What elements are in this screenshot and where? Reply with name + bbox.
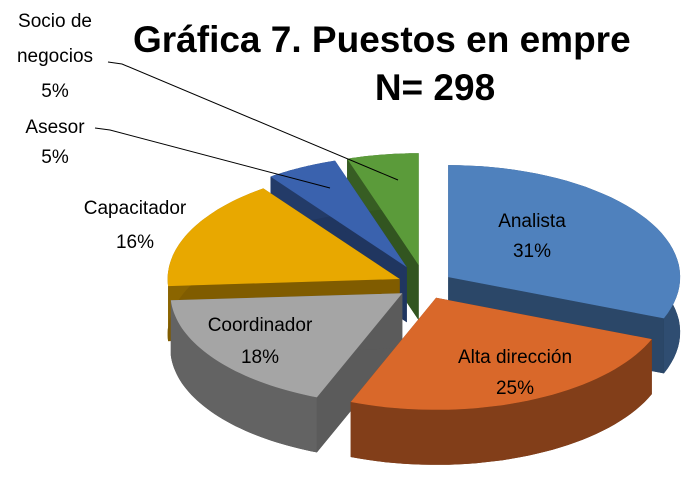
category-label: Alta dirección [458,347,572,368]
slice [167,188,400,287]
category-label: Socio de negocios [17,11,93,67]
slice [170,293,403,398]
value-label: 5% [41,81,69,102]
category-label: Asesor [25,117,85,138]
label-line: negocios [17,46,93,67]
value-label: 16% [116,232,154,253]
slice [347,153,419,266]
category-label: Analista [498,211,566,232]
value-label: 5% [41,147,69,168]
value-label: 31% [513,241,551,262]
leader-line [107,61,399,181]
slice [448,165,681,319]
value-label: 25% [496,378,534,399]
category-label: Capacitador [84,198,187,219]
chart-title: Gráfica 7. Puestos en empre [133,19,631,60]
chart-subtitle: N= 298 [375,67,495,108]
category-label: Coordinador [208,315,313,336]
slice-outer-side [170,300,317,453]
slice [270,160,407,268]
leader-line [94,127,331,189]
slice [350,297,652,410]
slice-group [350,297,652,465]
value-label: 18% [241,347,279,368]
slice-outer-side [350,339,652,465]
slice-group [170,293,403,453]
label-line: Socio de [18,11,92,32]
